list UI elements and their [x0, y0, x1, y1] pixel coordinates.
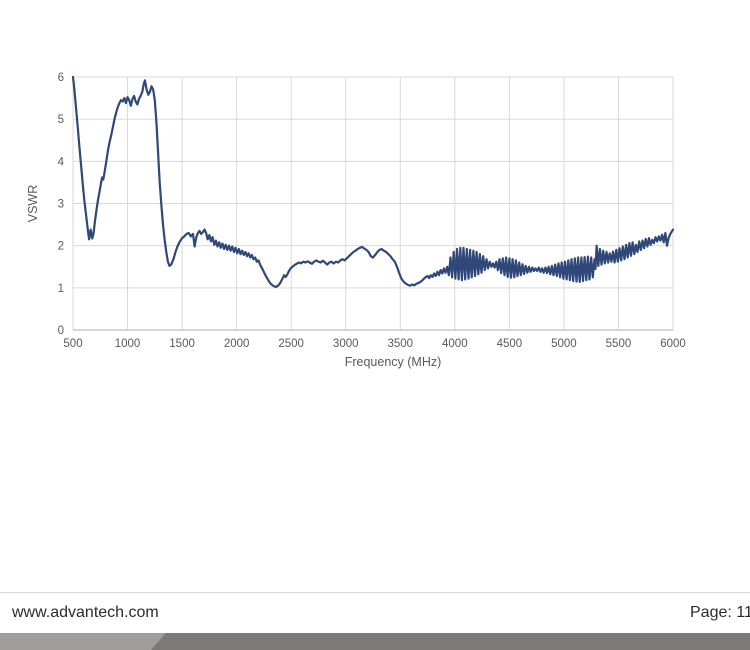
x-tick-label: 3500 [387, 338, 413, 350]
x-tick-label: 4000 [442, 338, 468, 350]
x-tick-label: 500 [63, 338, 82, 350]
y-tick-label: 3 [58, 199, 64, 211]
footer-website-text: www.advantech.com [12, 604, 159, 621]
x-tick-label: 1000 [115, 338, 141, 350]
x-tick-label: 5000 [551, 338, 577, 350]
y-tick-label: 4 [58, 156, 65, 168]
y-tick-label: 2 [58, 241, 64, 253]
vswr-chart: 500 1000 1500 2000 2500 3000 3500 4000 4500 5000 5… [26, 72, 686, 369]
footer-divider [0, 592, 750, 593]
footer-page-label: Page: 11 [690, 604, 750, 621]
footer-bar-light-segment [0, 633, 166, 650]
x-tick-label: 2000 [224, 338, 250, 350]
x-tick-label: 2500 [278, 338, 304, 350]
y-tick-label: 5 [58, 114, 64, 126]
x-axis-title: Frequency (MHz) [345, 355, 442, 369]
x-tick-label: 1500 [169, 338, 195, 350]
x-tick-label: 5500 [606, 338, 632, 350]
y-axis-title: VSWR [26, 185, 40, 223]
y-tick-label: 6 [58, 72, 64, 84]
footer-bar [0, 633, 750, 650]
y-tick-label: 0 [58, 325, 64, 337]
x-tick-label: 6000 [660, 338, 686, 350]
x-tick-label: 4500 [497, 338, 523, 350]
footer-bar-dark-segment [0, 633, 750, 650]
vswr-series-line [71, 75, 675, 289]
x-tick-label: 3000 [333, 338, 359, 350]
y-tick-label: 1 [58, 283, 64, 295]
vswr-frequency-chart-svg: 500 1000 1500 2000 2500 3000 3500 4000 4500 5000 5… [26, 72, 686, 369]
